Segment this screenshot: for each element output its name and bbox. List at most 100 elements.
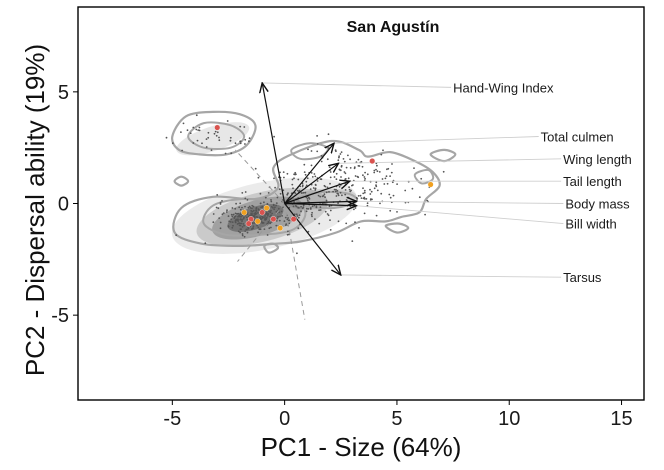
scatter-point (337, 194, 340, 197)
scatter-point (338, 185, 341, 188)
scatter-point (189, 132, 192, 135)
scatter-point (248, 214, 251, 217)
scatter-point (260, 206, 262, 209)
highlight-point-orange (263, 204, 270, 211)
highlight-point-red (270, 216, 277, 223)
scatter-point (255, 206, 258, 209)
loading-arrow-tarsus (284, 203, 341, 275)
scatter-point (239, 231, 242, 234)
scatter-point (270, 200, 273, 203)
scatter-point (279, 192, 282, 195)
scatter-point (335, 150, 337, 153)
scatter-point (227, 215, 230, 218)
scatter-point (287, 230, 289, 233)
loading-arrow-wing-length (284, 163, 339, 204)
scatter-point (195, 114, 198, 117)
scatter-point (328, 191, 330, 193)
y-tick-label: 0 (58, 194, 69, 216)
scatter-point (279, 215, 281, 218)
scatter-point (165, 136, 168, 139)
scatter-point (359, 194, 362, 197)
scatter-point (233, 217, 236, 220)
scatter-point (231, 207, 234, 209)
scatter-point (258, 228, 261, 231)
highlight-point-orange (241, 209, 248, 216)
scatter-point (317, 194, 320, 197)
scatter-point (293, 177, 295, 180)
scatter-point (396, 183, 398, 186)
highlight-point-red (259, 209, 266, 216)
scatter-point (232, 213, 235, 216)
scatter-point (230, 152, 233, 155)
scatter-point (332, 190, 334, 193)
loading-arrow-total-culmen (284, 143, 334, 204)
scatter-point (304, 191, 307, 194)
scatter-point (207, 136, 210, 139)
scatter-point (325, 191, 328, 194)
scatter-point (297, 178, 300, 181)
outer-contour-5 (263, 242, 280, 254)
outer-contour-2 (173, 175, 190, 187)
scatter-point (329, 229, 332, 231)
scatter-point (386, 168, 388, 171)
plot-area (165, 83, 564, 320)
scatter-point (348, 188, 351, 191)
scatter-point (283, 220, 286, 223)
scatter-point (214, 130, 217, 133)
scatter-point (262, 206, 265, 209)
scatter-point (247, 206, 250, 209)
scatter-point (376, 189, 379, 192)
scatter-point (235, 218, 238, 221)
scatter-point (362, 174, 364, 177)
scatter-point (171, 142, 174, 145)
scatter-point (305, 196, 308, 199)
scatter-point (226, 120, 229, 122)
scatter-point (181, 149, 184, 152)
scatter-point (204, 242, 207, 245)
scatter-point (320, 154, 323, 157)
scatter-point (316, 135, 318, 137)
scatter-point (275, 220, 278, 222)
scatter-point (254, 167, 257, 170)
scatter-point (363, 176, 366, 178)
loading-arrow-bill-width (284, 204, 357, 206)
highlight-point-red (290, 216, 297, 223)
scatter-point (274, 186, 276, 189)
scatter-point (287, 217, 289, 219)
scatter-point (380, 153, 383, 156)
leader-body-mass (356, 200, 564, 204)
scatter-point (255, 216, 258, 218)
scatter-point (210, 149, 213, 152)
scatter-point (221, 213, 224, 216)
y-axis-title: PC2 - Dispersal ability (19%) (20, 44, 50, 376)
scatter-point (294, 173, 296, 176)
scatter-point (293, 213, 296, 216)
scatter-point (266, 222, 269, 225)
density-contours (170, 110, 457, 254)
scatter-point (420, 177, 423, 180)
scatter-point (316, 143, 319, 145)
scatter-point (277, 207, 280, 210)
scatter-point (255, 209, 257, 212)
scatter-point (244, 143, 246, 145)
scatter-point (320, 178, 323, 181)
scatter-point (228, 220, 231, 223)
leader-total-culmen (334, 136, 539, 144)
scatter-point (351, 240, 354, 243)
scatter-point (266, 203, 269, 205)
scatter-point (192, 142, 195, 144)
scatter-point (234, 212, 237, 215)
scatter-point (227, 225, 230, 227)
scatter-point (316, 150, 319, 153)
scatter-point (218, 139, 221, 142)
loading-arrow-body-mass (284, 201, 357, 203)
scatter-point (311, 215, 313, 218)
scatter-point (283, 176, 285, 179)
scatter-point (318, 222, 321, 225)
scatter-point (278, 188, 281, 191)
scatter-point (240, 228, 243, 231)
scatter-point (296, 215, 299, 217)
scatter-point (345, 180, 347, 182)
scatter-point (219, 203, 222, 205)
scatter-point (418, 196, 421, 199)
